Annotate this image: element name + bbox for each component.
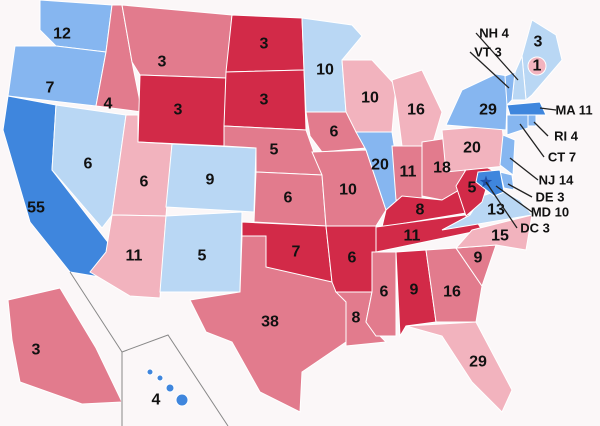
state-hi xyxy=(156,374,164,382)
electoral-votes-ak: 3 xyxy=(32,342,41,359)
leader-line-dc xyxy=(485,181,518,229)
electoral-votes-ca: 55 xyxy=(27,200,45,217)
electoral-votes-az: 11 xyxy=(126,248,143,265)
leader-line-md xyxy=(495,185,533,213)
callout-nh: NH 4 xyxy=(479,26,509,41)
leader-line-de xyxy=(507,183,533,198)
callout-ri: RI 4 xyxy=(554,129,579,144)
leader-line-nh xyxy=(475,32,519,81)
electoral-votes-wa: 12 xyxy=(53,26,71,43)
state-nj xyxy=(499,134,516,176)
electoral-votes-nm: 5 xyxy=(198,248,207,265)
state-nc xyxy=(454,214,533,251)
electoral-votes-ia: 6 xyxy=(330,124,339,141)
electoral-votes-ok: 7 xyxy=(292,244,301,261)
leader-line-ct xyxy=(519,123,545,158)
state-mt xyxy=(121,4,233,79)
electoral-votes-nc: 15 xyxy=(491,228,509,245)
state-md xyxy=(475,169,505,197)
state-fl xyxy=(405,321,513,413)
leader-line-vt xyxy=(469,51,510,89)
electoral-votes-ks: 6 xyxy=(284,190,293,207)
electoral-votes-mo: 10 xyxy=(339,182,357,199)
state-wa xyxy=(39,0,113,53)
electoral-votes-tn: 11 xyxy=(404,228,421,245)
state-ny xyxy=(445,73,509,131)
state-nv xyxy=(51,104,127,229)
state-hi xyxy=(165,383,175,393)
electoral-votes-ar: 6 xyxy=(348,250,357,267)
electoral-votes-al: 9 xyxy=(410,282,419,299)
electoral-votes-ut: 6 xyxy=(140,174,149,191)
state-ga xyxy=(425,247,483,323)
electoral-votes-va: 13 xyxy=(487,202,505,219)
electoral-votes-wy: 3 xyxy=(174,102,183,119)
electoral-votes-wv: 5 xyxy=(468,180,477,197)
callout-vt: VT 3 xyxy=(474,45,501,60)
state-ri xyxy=(527,114,537,127)
callout-md: MD 10 xyxy=(531,205,569,220)
leader-line-ma xyxy=(539,107,557,111)
electoral-votes-mi: 16 xyxy=(407,102,425,119)
electoral-votes-me2: 1 xyxy=(533,58,542,75)
electoral-votes-mn: 10 xyxy=(316,62,334,79)
state-ak xyxy=(7,287,123,405)
dc-star-icon xyxy=(479,175,493,188)
electoral-votes-pa: 20 xyxy=(463,140,481,157)
state-hi xyxy=(175,393,189,407)
electoral-votes-ms: 6 xyxy=(380,284,389,301)
electoral-votes-hi: 4 xyxy=(152,392,161,409)
leader-line-ri xyxy=(533,121,549,137)
electoral-votes-il: 20 xyxy=(371,157,389,174)
callout-dc: DC 3 xyxy=(520,221,550,236)
callout-nj: NJ 14 xyxy=(539,173,574,188)
electoral-votes-sd: 3 xyxy=(260,92,269,109)
electoral-votes-me: 3 xyxy=(534,34,543,51)
electoral-votes-ny: 29 xyxy=(479,102,497,119)
leader-line-nj xyxy=(509,157,539,181)
electoral-votes-ga: 16 xyxy=(443,284,461,301)
state-or xyxy=(7,45,107,107)
electoral-votes-id: 4 xyxy=(104,96,113,113)
electoral-votes-nv: 6 xyxy=(84,156,93,173)
state-al xyxy=(395,249,437,338)
state-shapes xyxy=(2,0,563,413)
electoral-votes-oh: 18 xyxy=(433,160,451,177)
state-me2 xyxy=(527,56,547,76)
electoral-votes-tx: 38 xyxy=(261,314,279,331)
electoral-votes-sc: 9 xyxy=(474,250,483,267)
callout-ct: CT 7 xyxy=(548,150,576,165)
electoral-votes-nd: 3 xyxy=(260,36,269,53)
state-ct xyxy=(506,114,529,136)
inset-borders xyxy=(69,271,229,426)
electoral-votes-wi: 10 xyxy=(361,90,379,107)
callout-de: DE 3 xyxy=(536,190,565,205)
electoral-votes-or: 7 xyxy=(46,80,55,97)
state-ma xyxy=(506,101,547,116)
state-tx xyxy=(189,235,347,413)
electoral-votes-co: 9 xyxy=(206,172,215,189)
callout-ma: MA 11 xyxy=(555,103,592,118)
electoral-votes-fl: 29 xyxy=(469,354,487,371)
electoral-votes-la: 8 xyxy=(352,310,361,327)
state-hi xyxy=(146,368,154,376)
electoral-votes-ne: 5 xyxy=(270,142,279,159)
electoral-votes-in: 11 xyxy=(400,164,417,181)
electoral-votes-ky: 8 xyxy=(416,202,425,219)
electoral-votes-mt: 3 xyxy=(158,54,167,71)
